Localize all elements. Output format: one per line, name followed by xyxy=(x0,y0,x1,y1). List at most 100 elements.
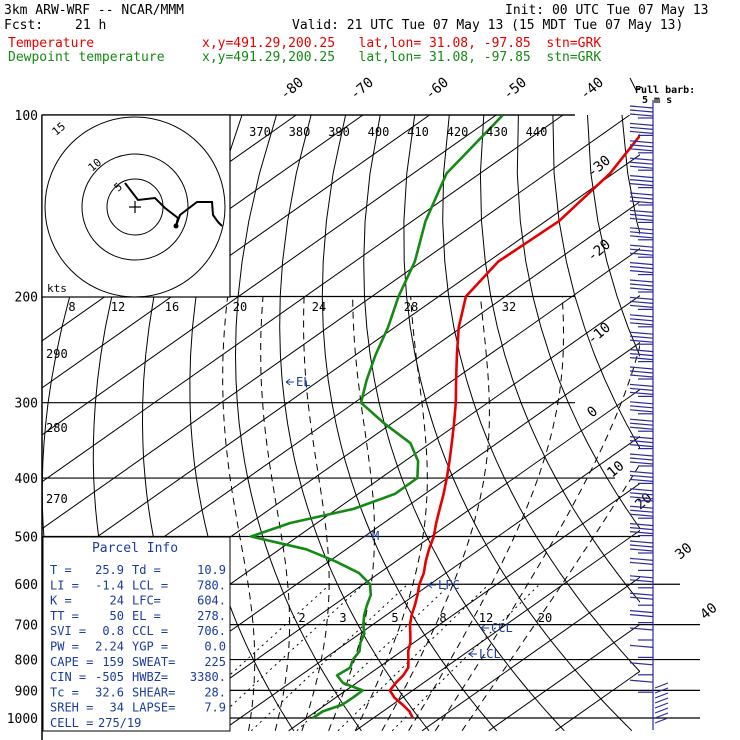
parcel-info-row: CAPE = 159 SWEAT= 225 xyxy=(50,655,226,669)
parcel-param-label: CCL = xyxy=(132,624,168,638)
dry-adiabat-line xyxy=(403,115,633,732)
wind-barb xyxy=(629,401,654,415)
parcel-param-value: 7.9 xyxy=(204,701,226,715)
parcel-param-value: 0.0 xyxy=(204,640,226,654)
parcel-param-value: 2.24 xyxy=(95,640,124,654)
moist-adiabat-line xyxy=(461,463,640,732)
wind-barb xyxy=(629,227,654,241)
wind-barb-flag xyxy=(629,105,654,109)
wind-barb-flag xyxy=(629,304,654,308)
parcel-marker-ccl: CCL xyxy=(480,621,513,635)
pressure-label: 400 xyxy=(15,472,38,487)
mixing-ratio-label: 5 xyxy=(391,611,398,625)
parcel-param-label: CIN = xyxy=(50,670,86,684)
mixing-ratio-label: 20 xyxy=(538,611,552,625)
wind-barb-flag xyxy=(629,209,654,213)
wind-barb-flag xyxy=(629,527,654,531)
wind-barb xyxy=(629,209,654,223)
wind-barb xyxy=(629,192,654,206)
isotherm-label: -40 xyxy=(577,75,607,104)
wind-barb-flag xyxy=(629,662,654,666)
wind-barb xyxy=(629,505,654,519)
wind-barb-flag xyxy=(629,244,654,248)
wind-barb xyxy=(629,644,654,659)
wind-barb-low-level xyxy=(654,717,669,724)
parcel-param-label: LFC= xyxy=(132,594,161,608)
isotherm-line xyxy=(221,435,640,732)
wind-barb-flag xyxy=(629,318,654,322)
isotherm-label: -70 xyxy=(347,75,377,104)
wind-barb-flag xyxy=(629,544,654,548)
moist-adiabat-line xyxy=(260,296,291,731)
wind-barb-flag xyxy=(629,283,654,287)
parcel-info-row: TT = 50 EL = 278. xyxy=(50,609,226,623)
wind-barb-flag xyxy=(629,322,654,326)
full-barb-icon xyxy=(629,77,643,91)
isotherm-line xyxy=(288,482,640,732)
parcel-marker-label: LCL xyxy=(479,647,501,661)
wind-barb-flag xyxy=(629,339,654,343)
parcel-info-row: SVI = 0.8 CCL = 706. xyxy=(50,624,226,638)
wind-barb-flag xyxy=(629,287,654,291)
moist-adiabat-line xyxy=(222,296,256,731)
parcel-info-row: T = 25.9 Td = 10.9 xyxy=(50,563,226,577)
full-barb-label: Full barb: xyxy=(635,85,695,96)
wind-barb-flag xyxy=(629,353,654,357)
isotherm-label: -10 xyxy=(584,320,614,349)
mixing-ratio-label: 3 xyxy=(339,611,346,625)
temperature-legend: Temperature xyxy=(8,36,95,51)
parcel-marker-m: M xyxy=(364,529,379,543)
wind-barb-flag xyxy=(629,296,654,300)
wind-barb xyxy=(629,436,654,450)
isotherm-line xyxy=(421,576,640,732)
wind-barb-flag xyxy=(629,370,654,374)
wind-barb-flag xyxy=(629,391,654,395)
wind-barb-flag xyxy=(629,405,654,409)
parcel-param-label: T = xyxy=(50,563,72,577)
wind-barb xyxy=(629,349,654,363)
parcel-marker-arrow xyxy=(285,378,291,386)
wind-barb-flag xyxy=(629,126,654,130)
parcel-param-label: PW = xyxy=(50,640,79,654)
parcel-param-value: 225 xyxy=(204,655,226,669)
parcel-info-row: LI = -1.4 LCL = 780. xyxy=(50,578,226,592)
wind-barb-flag xyxy=(629,109,654,113)
wind-barb-flag xyxy=(629,557,654,561)
moist-adiabat-line xyxy=(328,296,375,731)
wind-barb-low-level xyxy=(654,697,669,704)
wind-barb xyxy=(629,296,654,310)
wind-barb-flag xyxy=(629,383,654,387)
mixing-ratio-label: 2 xyxy=(298,611,305,625)
dewpoint-location: x,y=491.29,200.25 lat,lon= 31.08, -97.85… xyxy=(202,50,602,65)
full-barb-units: 5 m s xyxy=(642,95,672,106)
wind-barb-flag xyxy=(629,314,654,318)
wind-barb-flag xyxy=(629,157,654,161)
wind-barb-flag xyxy=(629,183,654,187)
theta-label: 280 xyxy=(46,421,68,435)
isotherm-line xyxy=(42,154,640,577)
wind-barb-flag xyxy=(629,227,654,231)
wind-barb-flag xyxy=(629,418,654,422)
speed-scale-label: 28 xyxy=(404,300,418,314)
mixing-ratio-label: 12 xyxy=(479,611,493,625)
wind-barb xyxy=(629,679,654,693)
wind-barb xyxy=(629,523,654,537)
wind-barb xyxy=(629,575,654,589)
wind-barb-flag xyxy=(629,192,654,196)
parcel-param-value: 278. xyxy=(197,609,226,623)
parcel-info-panel xyxy=(42,536,231,732)
moist-adiabat-line xyxy=(408,296,565,732)
dry-adiabat-line xyxy=(621,115,640,236)
wind-barb-flag xyxy=(629,627,654,631)
wind-barb-flag xyxy=(629,279,654,283)
pressure-label: 100 xyxy=(15,109,38,124)
forecast-hour: 21 h xyxy=(75,18,107,33)
isotherm-line xyxy=(88,341,640,732)
wind-barb-flag xyxy=(629,387,654,391)
speed-scale-label: 8 xyxy=(68,300,75,314)
wind-barb-flag xyxy=(629,144,654,148)
isotherm-line xyxy=(42,201,640,624)
isotherm-line xyxy=(42,115,564,483)
parcel-marker-arrow xyxy=(468,650,474,658)
dry-adiabat-line xyxy=(442,115,640,673)
